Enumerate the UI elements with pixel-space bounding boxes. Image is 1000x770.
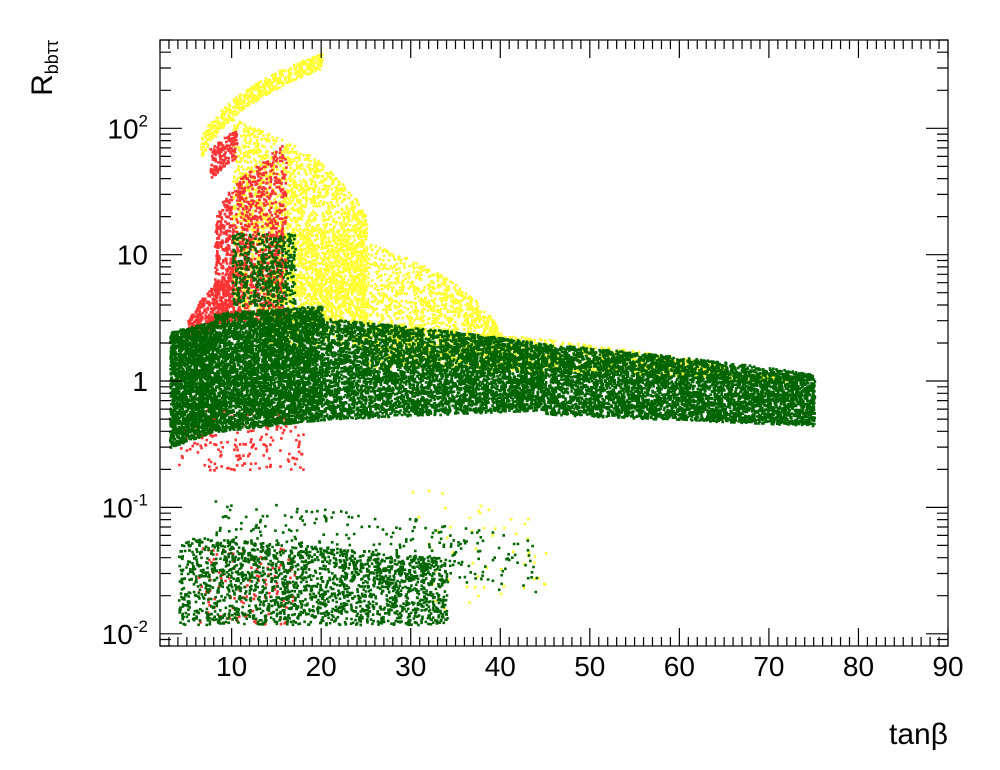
y-tick-label: 10-1: [102, 490, 148, 523]
x-tick-label: 50: [574, 651, 605, 682]
y-tick-exponent: 2: [139, 111, 148, 130]
y-tick-base: 10: [102, 619, 133, 650]
tick-marks: [159, 39, 949, 647]
y-tick-label: 1: [132, 366, 148, 397]
y-tick-base: 10: [102, 492, 133, 523]
x-tick-label: 60: [664, 651, 695, 682]
series-3: [169, 232, 817, 627]
series-1: [200, 53, 798, 613]
y-tick-label: 10: [117, 240, 148, 271]
x-tick-label: 20: [306, 651, 337, 682]
x-tick-label: 30: [395, 651, 426, 682]
x-tick-labels: 10 20 30 40 50 60 70 80 90: [216, 651, 964, 682]
y-axis-title-sub: bbττ: [42, 40, 62, 74]
y-axis-title-main: R: [26, 74, 59, 96]
y-tick-base: 10: [107, 113, 138, 144]
x-tick-label: 10: [216, 651, 247, 682]
y-axis-title: Rbbττ: [26, 40, 62, 96]
y-tick-base: 10: [117, 240, 148, 271]
x-tick-label: 90: [932, 651, 963, 682]
x-tick-label: 70: [753, 651, 784, 682]
axis-ticks: [159, 39, 949, 647]
data-points: [169, 53, 817, 627]
series-3-points: [169, 232, 817, 627]
y-tick-exponent: -2: [133, 617, 148, 636]
series-1-points: [200, 53, 798, 613]
y-tick-exponent: -1: [133, 490, 148, 509]
y-tick-label: 102: [107, 111, 148, 144]
x-tick-label: 80: [843, 651, 874, 682]
x-axis-title: tanβ: [889, 718, 948, 751]
y-tick-base: 1: [132, 366, 148, 397]
y-tick-label: 10-2: [102, 617, 148, 650]
x-tick-label: 40: [485, 651, 516, 682]
